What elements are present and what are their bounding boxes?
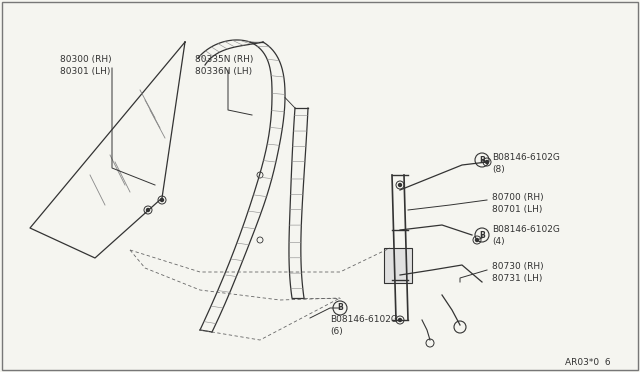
Text: 80300 (RH): 80300 (RH) [60, 55, 111, 64]
Circle shape [486, 160, 488, 164]
Text: B08146-6102G: B08146-6102G [492, 225, 560, 234]
Text: B08146-6102G: B08146-6102G [492, 153, 560, 162]
Text: B: B [479, 155, 485, 164]
Text: 80301 (LH): 80301 (LH) [60, 67, 110, 76]
Text: (8): (8) [492, 165, 505, 174]
Text: B: B [479, 231, 485, 240]
Circle shape [161, 199, 163, 202]
Text: 80700 (RH): 80700 (RH) [492, 193, 543, 202]
Text: B08146-6102G: B08146-6102G [330, 315, 398, 324]
Bar [384, 248, 412, 283]
Text: B: B [337, 304, 343, 312]
Text: (6): (6) [330, 327, 343, 336]
Circle shape [399, 183, 401, 186]
Text: 80336N (LH): 80336N (LH) [195, 67, 252, 76]
Text: 80335N (RH): 80335N (RH) [195, 55, 253, 64]
Text: 80701 (LH): 80701 (LH) [492, 205, 542, 214]
Circle shape [476, 238, 479, 241]
Text: 80731 (LH): 80731 (LH) [492, 274, 542, 283]
Circle shape [399, 318, 401, 321]
Text: AR03*0  6: AR03*0 6 [565, 358, 611, 367]
Circle shape [147, 208, 150, 212]
Text: (4): (4) [492, 237, 504, 246]
Text: 80730 (RH): 80730 (RH) [492, 262, 543, 271]
